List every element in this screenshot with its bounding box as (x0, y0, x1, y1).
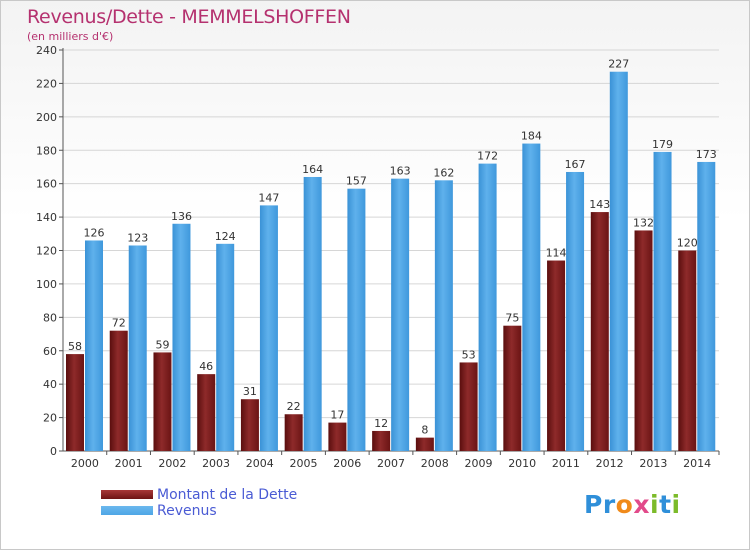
data-label-revenue: 162 (433, 166, 454, 179)
bar-debt (415, 437, 434, 451)
data-label-debt: 143 (589, 198, 610, 211)
bar-debt (547, 260, 566, 451)
bar-revenue (522, 143, 541, 452)
x-tick-label: 2002 (158, 457, 186, 470)
bar-revenue (85, 240, 103, 451)
proxiti-logo: Proxiti (584, 490, 681, 519)
data-label-debt: 75 (505, 312, 519, 325)
x-tick-label: 2005 (290, 457, 318, 470)
bar-revenue (566, 171, 585, 452)
data-label-debt: 72 (112, 317, 126, 330)
data-label-revenue: 157 (346, 175, 367, 188)
x-tick-label: 2011 (552, 457, 580, 470)
x-tick-label: 2004 (246, 457, 274, 470)
data-label-debt: 31 (243, 385, 257, 398)
y-tick-label: 180 (36, 144, 57, 157)
data-label-debt: 17 (330, 409, 344, 422)
data-label-revenue: 179 (652, 138, 673, 151)
x-tick-label: 2009 (464, 457, 492, 470)
y-tick-label: 160 (36, 178, 57, 191)
x-tick-label: 2008 (421, 457, 449, 470)
chart-title: Revenus/Dette - MEMMELSHOFFEN (27, 6, 351, 28)
x-tick-label: 2014 (683, 457, 711, 470)
y-tick-label: 80 (43, 311, 57, 324)
bar-revenue (259, 205, 278, 451)
x-tick-label: 2003 (202, 457, 230, 470)
legend-label-debt: Montant de la Dette (157, 487, 298, 503)
bar-revenue (172, 223, 191, 451)
data-label-revenue: 172 (477, 150, 498, 163)
data-label-debt: 46 (199, 360, 213, 373)
y-tick-label: 60 (43, 345, 57, 358)
bar-debt (328, 422, 347, 451)
bar-debt (109, 330, 128, 451)
bar-debt (372, 430, 391, 451)
y-tick-label: 120 (36, 245, 57, 258)
x-tick-label: 2007 (377, 457, 405, 470)
x-tick-label: 2012 (596, 457, 624, 470)
data-label-debt: 114 (546, 247, 567, 260)
bar-revenue (609, 71, 628, 452)
bar-revenue (216, 243, 235, 451)
bar-debt (240, 399, 259, 451)
y-tick-label: 40 (43, 378, 57, 391)
data-label-debt: 53 (462, 348, 476, 361)
y-tick-label: 220 (36, 77, 57, 90)
bar-debt (153, 352, 172, 451)
data-label-revenue: 123 (127, 231, 148, 244)
y-tick-label: 200 (36, 111, 57, 124)
bar-debt (66, 354, 84, 451)
data-label-revenue: 173 (696, 148, 717, 161)
chart-subtitle: (en milliers d'€) (27, 30, 114, 43)
bar-debt (590, 212, 609, 451)
data-label-revenue: 124 (215, 230, 236, 243)
x-tick-label: 2006 (333, 457, 361, 470)
bar-debt (284, 414, 303, 451)
bar-revenue (434, 180, 453, 451)
bar-revenue (478, 163, 497, 451)
y-tick-label: 0 (50, 445, 57, 458)
data-label-debt: 22 (287, 400, 301, 413)
data-label-revenue: 164 (302, 163, 323, 176)
bar-debt (678, 250, 697, 451)
bar-revenue (653, 151, 672, 451)
bar-debt (459, 362, 478, 451)
y-tick-label: 240 (36, 44, 57, 57)
data-label-revenue: 184 (521, 130, 542, 143)
bar-debt (634, 230, 653, 451)
x-tick-label: 2013 (639, 457, 667, 470)
y-tick-label: 20 (43, 412, 57, 425)
data-label-debt: 8 (421, 424, 428, 437)
legend-swatch-revenue (101, 506, 153, 515)
x-tick-label: 2001 (115, 457, 143, 470)
data-label-revenue: 147 (258, 191, 279, 204)
bar-revenue (697, 161, 716, 451)
data-label-debt: 132 (633, 216, 654, 229)
y-tick-label: 100 (36, 278, 57, 291)
data-label-revenue: 136 (171, 210, 192, 223)
bar-debt (503, 325, 522, 451)
data-label-debt: 120 (677, 237, 698, 250)
data-label-revenue: 227 (608, 58, 629, 71)
data-label-revenue: 126 (84, 226, 105, 239)
data-label-revenue: 167 (565, 158, 586, 171)
x-tick-label: 2010 (508, 457, 536, 470)
bar-revenue (347, 188, 366, 451)
x-tick-label: 2000 (71, 457, 99, 470)
legend-swatch-debt (101, 490, 153, 499)
data-label-debt: 58 (68, 340, 82, 353)
y-tick-label: 140 (36, 211, 57, 224)
data-label-debt: 12 (374, 417, 388, 430)
bar-debt (197, 374, 216, 451)
bar-revenue (128, 245, 147, 451)
bar-revenue (391, 178, 410, 451)
bar-revenue (303, 176, 322, 451)
legend-label-revenue: Revenus (157, 503, 217, 519)
data-label-revenue: 163 (390, 165, 411, 178)
data-label-debt: 59 (155, 338, 169, 351)
